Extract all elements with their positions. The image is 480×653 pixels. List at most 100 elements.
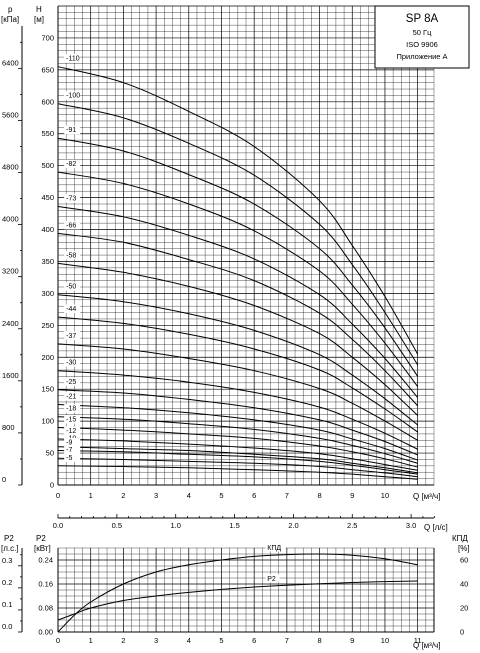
flow-tick-label: 7 [285,491,289,500]
bottom-chart-grid [57,547,435,633]
power-kw-axis-unit: [кВт] [34,544,51,553]
bottom-flow-tick-label: 6 [252,636,256,645]
pressure-tick-label: 1600 [2,371,19,380]
curve-label-66: -66 [66,222,76,229]
power-kw-tick-label: 0.24 [38,556,53,565]
head-curve-50 [57,294,419,426]
flow-tick-label: 9 [350,491,354,500]
head-tick-label: 700 [41,33,54,42]
head-axis-label: H [36,5,42,14]
curve-label-12: -12 [66,428,76,435]
power-hp-tick-label: 0.0 [2,622,12,631]
head-curve-30 [57,370,418,450]
curve-label-bg [64,282,81,291]
pressure-tick-label: 2400 [2,319,19,328]
curve-label-25: -25 [66,379,76,386]
head-curve-44 [57,316,418,433]
head-tick-label: 400 [41,225,54,234]
head-tick-label: 350 [41,257,54,266]
efficiency-axis-label: КПД [452,534,468,543]
curve-label-73: -73 [66,196,76,203]
head-curve-7 [57,457,418,478]
head-curve-18 [57,416,418,464]
bottom-flow-tick-label: 4 [187,636,191,645]
secondary-flow-axis: 0.0 0.5 1.0 1.5 2.0 2.5 3.0 Q [л/с] [53,514,448,532]
bottom-flow-tick-label: 3 [154,636,158,645]
head-curve-91 [57,137,419,377]
curve-label-82: -82 [66,161,76,168]
power-kw-axis-label: P2 [36,534,46,543]
curve-label-9: -9 [66,440,72,447]
head-curve-5 [57,465,418,480]
bottom-flow-tick-label: 2 [121,636,125,645]
curve-label-bg [64,159,81,169]
flow-tick-label: 4 [187,491,191,500]
chart-subtitle-line-2: ISO 9906 [406,40,438,49]
head-tick-label: 250 [41,321,54,330]
curve-label-91: -91 [66,127,76,134]
curve-label-37: -37 [66,333,76,340]
head-tick-label: 500 [41,161,54,170]
head-curve-10 [57,446,418,474]
curve-label-18: -18 [66,406,76,413]
flow-ls-axis-label: Q [л/с] [424,523,448,532]
curve-label-bg [64,438,81,447]
head-curve-82 [57,171,419,387]
head-curve-21 [57,404,418,461]
curve-label-50: -50 [66,284,76,291]
curve-label-bg [64,445,81,455]
head-curves: -110 -100 -91 -82 -73 -66 -58 -50 -44 -37 -30 -25 -2… [57,54,419,480]
curve-label-5: -5 [66,455,72,462]
flow-axis-label: Q [м³/ч] [413,492,440,501]
curve-label-30: -30 [66,360,76,367]
power-hp-tick-label: 0.2 [2,578,12,587]
chart-subtitle-line-3: Приложение А [396,52,447,61]
power-efficiency-curves: КПД P2 [57,543,418,633]
power-hp-axis-unit: [л.с.] [1,544,19,553]
flow-tick-label: 0 [56,491,60,500]
chart-subtitle-line-1: 50 Гц [413,28,432,37]
flow-tick-label: 8 [317,491,321,500]
head-curve-9 [57,450,418,475]
bottom-chart-axes: 0.000.080.160.24P2[кВт]0.00.10.20.3P2[л.… [1,534,470,650]
efficiency-axis-unit: [%] [458,544,470,553]
curve-label-bg [64,404,81,413]
bottom-flow-tick-label: 0 [56,636,60,645]
flow-ls-tick-label: 0.5 [112,521,122,530]
pressure-tick-label: 6400 [2,58,19,67]
head-curve-66 [57,232,419,407]
curve-label-bg [64,250,81,260]
bottom-flow-axis-label: Q [м³/ч] [413,641,440,650]
flow-tick-label: 1 [89,491,93,500]
power-kw-tick-label: 0.00 [38,628,53,637]
curve-label-bg [64,91,81,100]
power-hp-tick-label: 0.1 [2,600,12,609]
pressure-axis-label: p [8,5,13,14]
power-kw-tick-label: 0.16 [38,580,53,589]
pressure-tick-label: 4800 [2,163,19,172]
curve-label-58: -58 [66,252,76,259]
efficiency-tick-label: 20 [460,604,468,613]
pressure-tick-label: 4000 [2,215,19,224]
head-curve-25 [57,389,418,456]
curve-label-15: -15 [66,417,76,424]
head-curve-58 [57,262,419,416]
head-tick-label: 650 [41,65,54,74]
pressure-tick-label: 800 [2,423,15,432]
head-tick-label: 200 [41,353,54,362]
curve-label-bg [64,194,81,203]
flow-ls-tick-label: 2.0 [288,521,298,530]
curve-label-bg [64,453,81,462]
flow-ls-tick-label: 1.5 [229,521,239,530]
efficiency-tick-label: 0 [460,628,464,637]
pressure-axis-unit: [кПа] [1,15,19,24]
power-hp-axis-label: P2 [4,534,14,543]
flow-tick-label: 2 [121,491,125,500]
curve-label-21: -21 [66,394,76,401]
pressure-tick-label: 5600 [2,110,19,119]
head-curve-12 [57,438,418,471]
curve-label-bg [64,125,81,135]
power-kw-tick-label: 0.08 [38,604,53,613]
curve-label-bg [64,415,81,424]
